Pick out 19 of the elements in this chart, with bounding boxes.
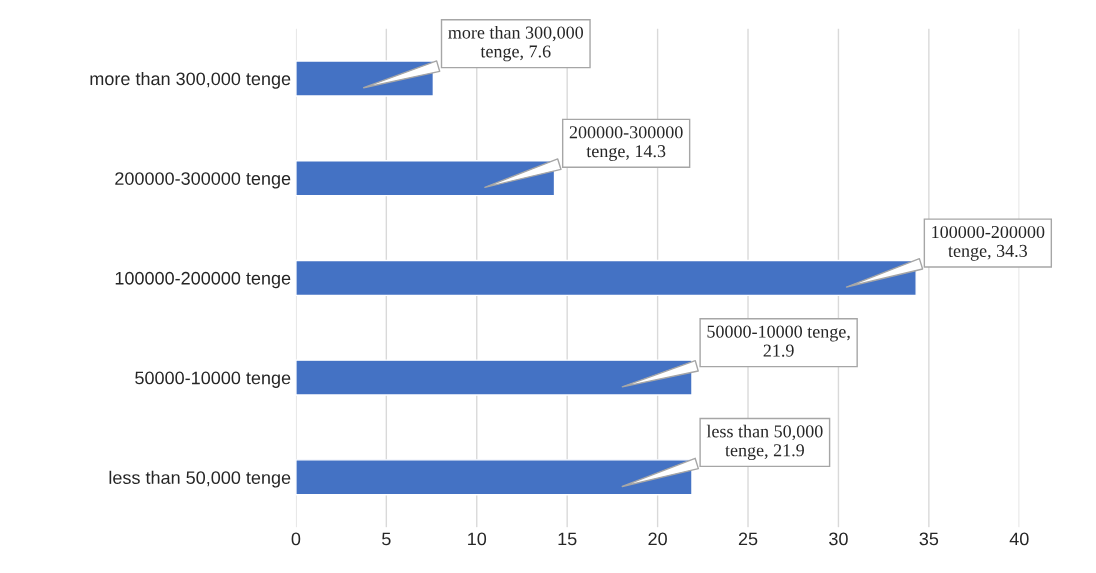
data-label: less than 50,000 tenge, 21.9 (706, 424, 823, 461)
y-tick-label: more than 300,000 tenge (90, 71, 291, 89)
y-tick-label: 50000-10000 tenge (135, 371, 291, 388)
data-label: more than 300,000 tenge, 7.6 (448, 25, 584, 62)
data-label: 50000-10000 tenge, 21.9 (707, 325, 850, 357)
x-tick-label: 35 (919, 532, 939, 546)
y-tick-label: 100000-200000 tenge (115, 271, 291, 289)
x-tick-label: 25 (738, 532, 758, 546)
x-tick-label: 20 (648, 532, 667, 546)
x-tick-label: 15 (558, 532, 577, 546)
y-tick-label: 200000-300000 tenge (115, 172, 291, 189)
x-tick-label: 30 (829, 532, 848, 546)
data-label: 100000-200000 tenge, 34.3 (932, 225, 1045, 261)
x-tick-label: 0 (291, 532, 301, 546)
x-tick-label: 40 (1009, 532, 1029, 546)
data-label: 200000-300000 tenge, 14.3 (569, 126, 683, 161)
y-tick-label: less than 50,000 tenge (109, 470, 291, 488)
x-tick-label: 10 (468, 532, 487, 546)
x-tick-label: 5 (382, 532, 391, 546)
